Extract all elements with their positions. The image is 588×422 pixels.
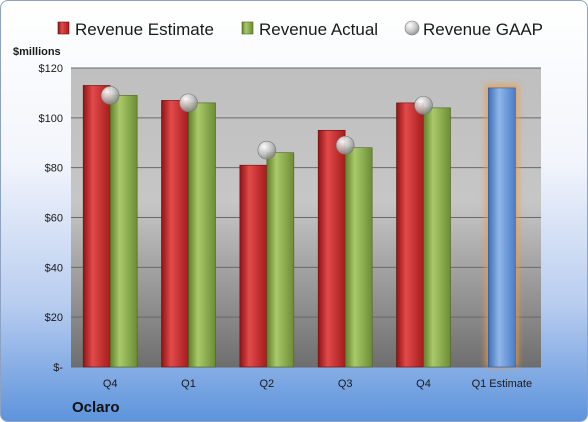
y-axis-label: $millions — [13, 46, 61, 58]
y-axis-ticks: $- $20 $40 $60 $80 $100 $120 — [39, 63, 64, 374]
bar-revenue-actual — [188, 102, 216, 368]
bar-revenue-estimate — [82, 85, 111, 368]
bar-revenue-estimate — [239, 164, 268, 368]
marker-revenue-gaap — [335, 135, 355, 155]
x-tick-label: Q1 Estimate — [472, 378, 533, 390]
marker-revenue-gaap — [179, 93, 198, 113]
bar-revenue-actual — [344, 147, 373, 368]
legend-label: Revenue GAAP — [423, 20, 543, 39]
x-tick-label: Q4 — [103, 378, 118, 390]
y-tick-label: $120 — [39, 63, 63, 75]
bar-revenue-actual — [423, 107, 451, 368]
x-tick-label: Q4 — [416, 378, 431, 390]
bar-revenue-estimate — [317, 129, 346, 368]
marker-revenue-gaap — [100, 86, 120, 105]
bar-revenue-estimate — [161, 100, 189, 368]
gridlines — [71, 67, 541, 368]
company-name: Oclaro — [72, 399, 120, 416]
y-tick-label: $- — [53, 362, 63, 374]
marker-revenue-gaap — [414, 96, 433, 115]
x-tick-label: Q1 — [181, 378, 196, 390]
y-tick-label: $40 — [45, 262, 63, 274]
y-tick-label: $20 — [45, 312, 63, 324]
x-axis-ticks: Q4 Q1 Q2 Q3 Q4 Q1 Estimate — [103, 378, 532, 390]
bar-revenue-actual — [109, 95, 138, 368]
legend-swatch — [57, 21, 70, 35]
legend-swatch — [404, 20, 420, 36]
legend-label: Revenue Estimate — [75, 20, 214, 39]
bar-revenue-actual — [266, 152, 295, 368]
y-tick-label: $80 — [45, 163, 63, 175]
legend-swatch — [241, 21, 254, 35]
y-tick-label: $100 — [39, 113, 63, 125]
bar-q1-estimate — [488, 87, 516, 368]
x-tick-label: Q3 — [338, 378, 353, 390]
bar-revenue-estimate — [396, 102, 424, 368]
x-tick-label: Q2 — [259, 378, 274, 390]
y-tick-label: $60 — [45, 213, 63, 225]
legend: Revenue Estimate Revenue Actual Revenue GA… — [57, 20, 543, 39]
chart-marks — [82, 84, 519, 368]
legend-label: Revenue Actual — [259, 20, 378, 39]
marker-revenue-gaap — [257, 140, 277, 160]
